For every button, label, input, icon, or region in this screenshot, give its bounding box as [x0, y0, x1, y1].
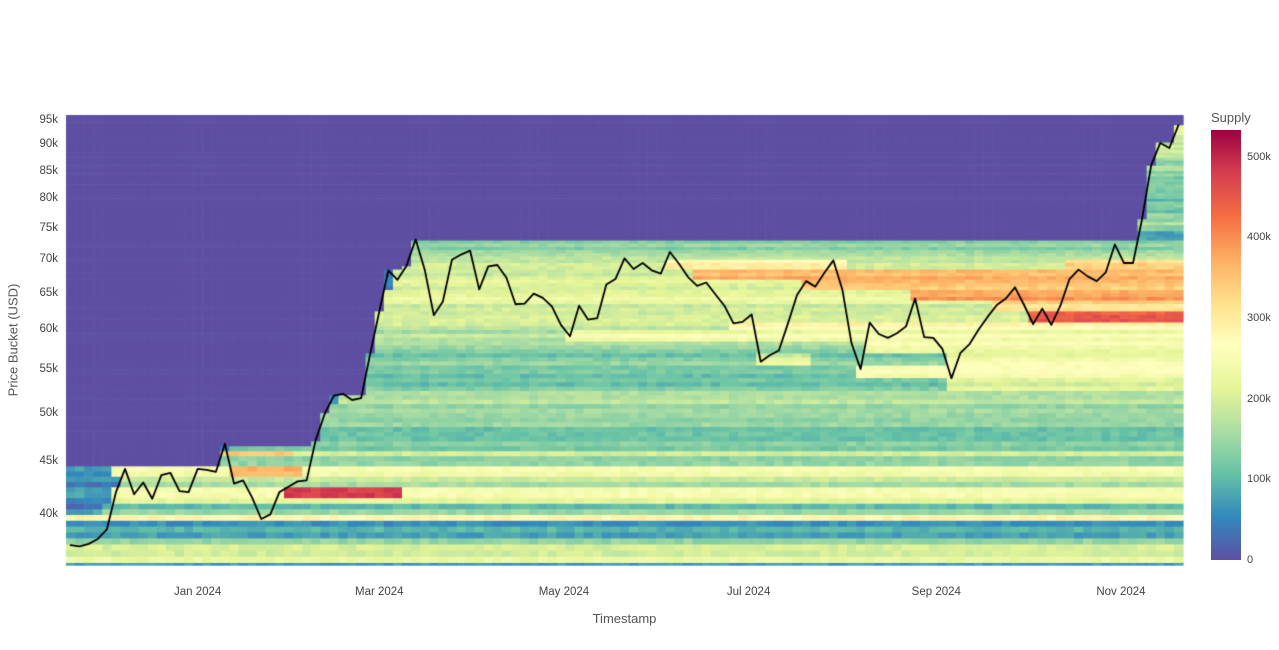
y-tick-label: 50k: [39, 406, 58, 419]
colorbar-tick-label: 400k: [1247, 231, 1271, 244]
x-tick-label: May 2024: [538, 586, 590, 598]
y-tick-label: 95k: [39, 113, 58, 126]
y-tick-label: 65k: [39, 286, 58, 299]
y-tick-label: 45k: [39, 454, 58, 467]
colorbar-title: Supply: [1211, 110, 1251, 125]
colorbar-tick-label: 100k: [1247, 473, 1271, 486]
y-tick-label: 85k: [39, 164, 58, 177]
x-tick-label: Jul 2024: [726, 586, 771, 598]
x-axis-title: Timestamp: [592, 611, 657, 626]
y-tick-label: 75k: [39, 221, 58, 234]
y-tick-label: 80k: [39, 192, 58, 205]
y-tick-label: 70k: [39, 253, 58, 266]
y-tick-label: 40k: [39, 508, 58, 521]
x-tick-label: Mar 2024: [355, 586, 404, 598]
colorbar-tick-label: 300k: [1247, 311, 1271, 324]
colorbar-gradient: [1211, 130, 1241, 560]
y-tick-label: 60k: [39, 323, 58, 336]
x-tick-label: Jan 2024: [174, 586, 222, 598]
x-tick-label: Sep 2024: [911, 586, 961, 598]
y-tick-label: 55k: [39, 363, 58, 376]
colorbar-tick-label: 0: [1247, 554, 1254, 566]
y-tick-label: 90k: [39, 138, 58, 151]
x-tick-label: Nov 2024: [1096, 586, 1146, 598]
colorbar-tick-label: 500k: [1247, 150, 1271, 163]
y-axis-title: Price Bucket (USD): [5, 283, 21, 397]
colorbar-tick-label: 200k: [1247, 392, 1271, 405]
